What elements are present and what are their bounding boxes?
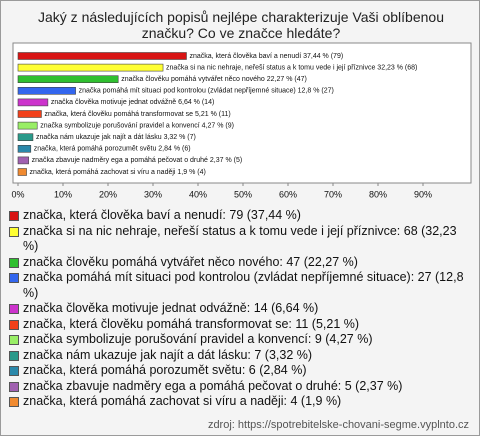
bar	[17, 98, 49, 107]
legend-swatch	[9, 273, 19, 283]
bar	[17, 110, 42, 118]
x-tick-label: 60%	[279, 189, 297, 199]
legend-label: značka, která člověka baví a nenudí: 79 …	[23, 208, 301, 222]
legend-label: značka si na nic nehraje, neřeší status …	[23, 223, 457, 254]
legend-swatch	[9, 257, 19, 268]
bar	[17, 121, 38, 130]
legend-item: značka, která pomáhá zachovat si víru a …	[9, 394, 473, 410]
bar	[17, 145, 32, 153]
chart-title: Jaký z následujících popisů nejlépe char…	[38, 9, 444, 41]
legend-item: značka, která člověka baví a nenudí: 79 …	[9, 208, 473, 224]
legend-label: značka nám ukazuje jak najít a dát lásku…	[23, 347, 313, 362]
value-label: značka, která pomáhá porozumět světu 2,8…	[34, 146, 191, 153]
value-label: značka, která pomáhá zachovat si víru a …	[30, 169, 206, 176]
value-label: značka si na nic nehraje, neřeší status …	[166, 64, 417, 71]
legend-label: značka člověka motivuje jednat odvážně: …	[23, 301, 319, 315]
legend-item: značka nám ukazuje jak najít a dát lásku…	[9, 348, 473, 364]
legend-label: značka, která člověku pomáhá transformov…	[23, 316, 360, 331]
legend-item: značka pomáhá mít situaci pod kontrolou …	[9, 270, 473, 301]
value-label: značka symbolizuje porušování pravidel a…	[40, 122, 234, 129]
x-tick-label: 90%	[414, 189, 432, 199]
chart: 0% 10% 20% 30% 40% 50% 60% 70% 80% 90% značka, kte…	[11, 42, 472, 199]
legend-label: značka, která pomáhá porozumět světu: 6 …	[23, 363, 307, 377]
x-tick-label: 20%	[99, 189, 117, 199]
value-label: značka člověka motivuje jednat odvážně 6…	[51, 99, 214, 106]
legend-swatch	[9, 211, 19, 221]
value-label: značka nám ukazuje jak najít a dát lásku…	[36, 134, 196, 141]
bar	[17, 168, 27, 176]
x-tick-label: 10%	[54, 189, 72, 199]
bar	[17, 63, 164, 72]
legend-swatch	[9, 350, 19, 361]
bar	[17, 156, 29, 165]
legend-swatch	[9, 335, 19, 345]
legend-label: značka, která pomáhá zachovat si víru a …	[23, 394, 342, 408]
source: zdroj: https://spotrebitelske-chovani-se…	[207, 419, 469, 431]
legend: značka, která člověka baví a nenudí: 79 …	[9, 208, 473, 410]
value-label: značka, která člověku pomáhá transformov…	[44, 111, 230, 118]
value-label: značka zbavuje nadměry ega a pomáhá pečo…	[32, 157, 243, 164]
legend-swatch	[9, 366, 19, 376]
x-tick-label: 80%	[369, 189, 387, 199]
legend-swatch	[9, 304, 19, 314]
value-label: značka, která člověka baví a nenudí 37,4…	[189, 53, 343, 60]
value-label: značka člověku pomáhá vytvářet něco nové…	[121, 76, 307, 83]
legend-item: značka, která pomáhá porozumět světu: 6 …	[9, 363, 473, 379]
legend-item: značka, která člověku pomáhá transformov…	[9, 317, 473, 333]
bar	[17, 87, 76, 95]
legend-swatch	[9, 381, 19, 392]
legend-item: značka si na nic nehraje, neřeší status …	[9, 224, 473, 255]
legend-item: značka zbavuje nadměry ega a pomáhá pečo…	[9, 379, 473, 395]
legend-label: značka zbavuje nadměry ega a pomáhá pečo…	[23, 378, 403, 393]
legend-item: značka člověka motivuje jednat odvážně: …	[9, 301, 473, 317]
bar	[17, 75, 119, 83]
bar	[17, 52, 187, 60]
legend-swatch	[9, 226, 19, 237]
bar	[17, 133, 34, 141]
x-tick-label: 0%	[11, 189, 24, 199]
legend-swatch	[9, 397, 19, 407]
value-label: značka pomáhá mít situaci pod kontrolou …	[79, 88, 334, 95]
legend-swatch	[9, 319, 19, 330]
x-tick-label: 40%	[189, 189, 207, 199]
x-tick-label: 30%	[144, 189, 162, 199]
legend-item: značka člověku pomáhá vytvářet něco nové…	[9, 255, 473, 271]
legend-label: značka pomáhá mít situaci pod kontrolou …	[23, 270, 464, 300]
legend-label: značka symbolizuje porušování pravidel a…	[23, 332, 373, 346]
legend-item: značka symbolizuje porušování pravidel a…	[9, 332, 473, 348]
x-tick-label: 70%	[324, 189, 342, 199]
legend-label: značka člověku pomáhá vytvářet něco nové…	[23, 254, 358, 269]
x-tick-label: 50%	[234, 189, 252, 199]
